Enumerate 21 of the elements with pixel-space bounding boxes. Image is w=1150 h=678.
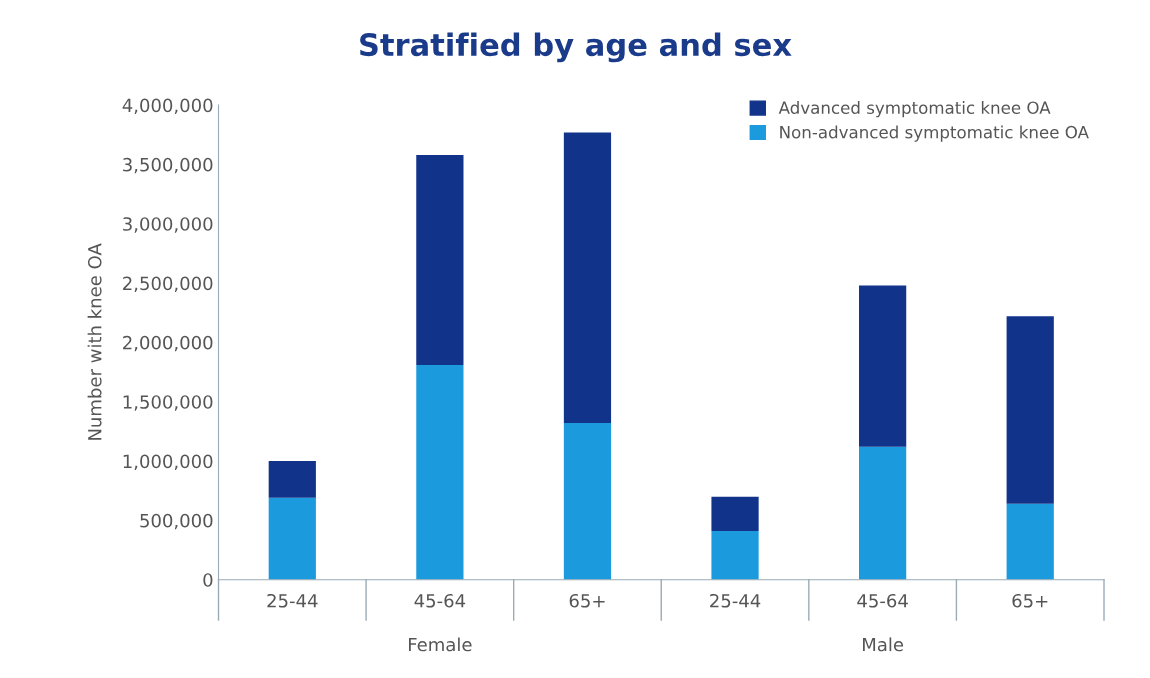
x-tick-label: 25-44 <box>710 593 761 608</box>
y-tick-label: 4,000,000 <box>122 98 213 115</box>
legend-label: Advanced symptomatic knee OA <box>778 101 1051 118</box>
y-tick-label: 2,500,000 <box>123 276 213 293</box>
x-tick-label: 45-64 <box>414 593 466 608</box>
y-tick-label: 3,000,000 <box>123 217 213 233</box>
y-tick-label: 1,000,000 <box>123 454 213 470</box>
x-tick-label: 65+ <box>569 593 605 608</box>
x-tick-label: 65+ <box>1012 593 1048 608</box>
text: Male <box>863 637 904 652</box>
y-axis-title: Number with knee OA <box>87 243 102 440</box>
x-tick-label: 45-64 <box>857 593 908 608</box>
y-tick-label: 2,000,000 <box>123 335 213 352</box>
y-tick-label: 500,000 <box>140 513 213 530</box>
legend-label: Non-advanced symptomatic knee OA <box>780 125 1089 142</box>
y-tick-label: 0 <box>203 573 213 587</box>
y-tick-label: 1,500,000 <box>123 395 213 411</box>
y-tick-label: 3,500,000 <box>123 157 213 174</box>
x-tick-label: 25-44 <box>267 593 318 608</box>
chart-title: Stratified by age and sex <box>360 32 792 63</box>
text: Female <box>409 637 472 652</box>
